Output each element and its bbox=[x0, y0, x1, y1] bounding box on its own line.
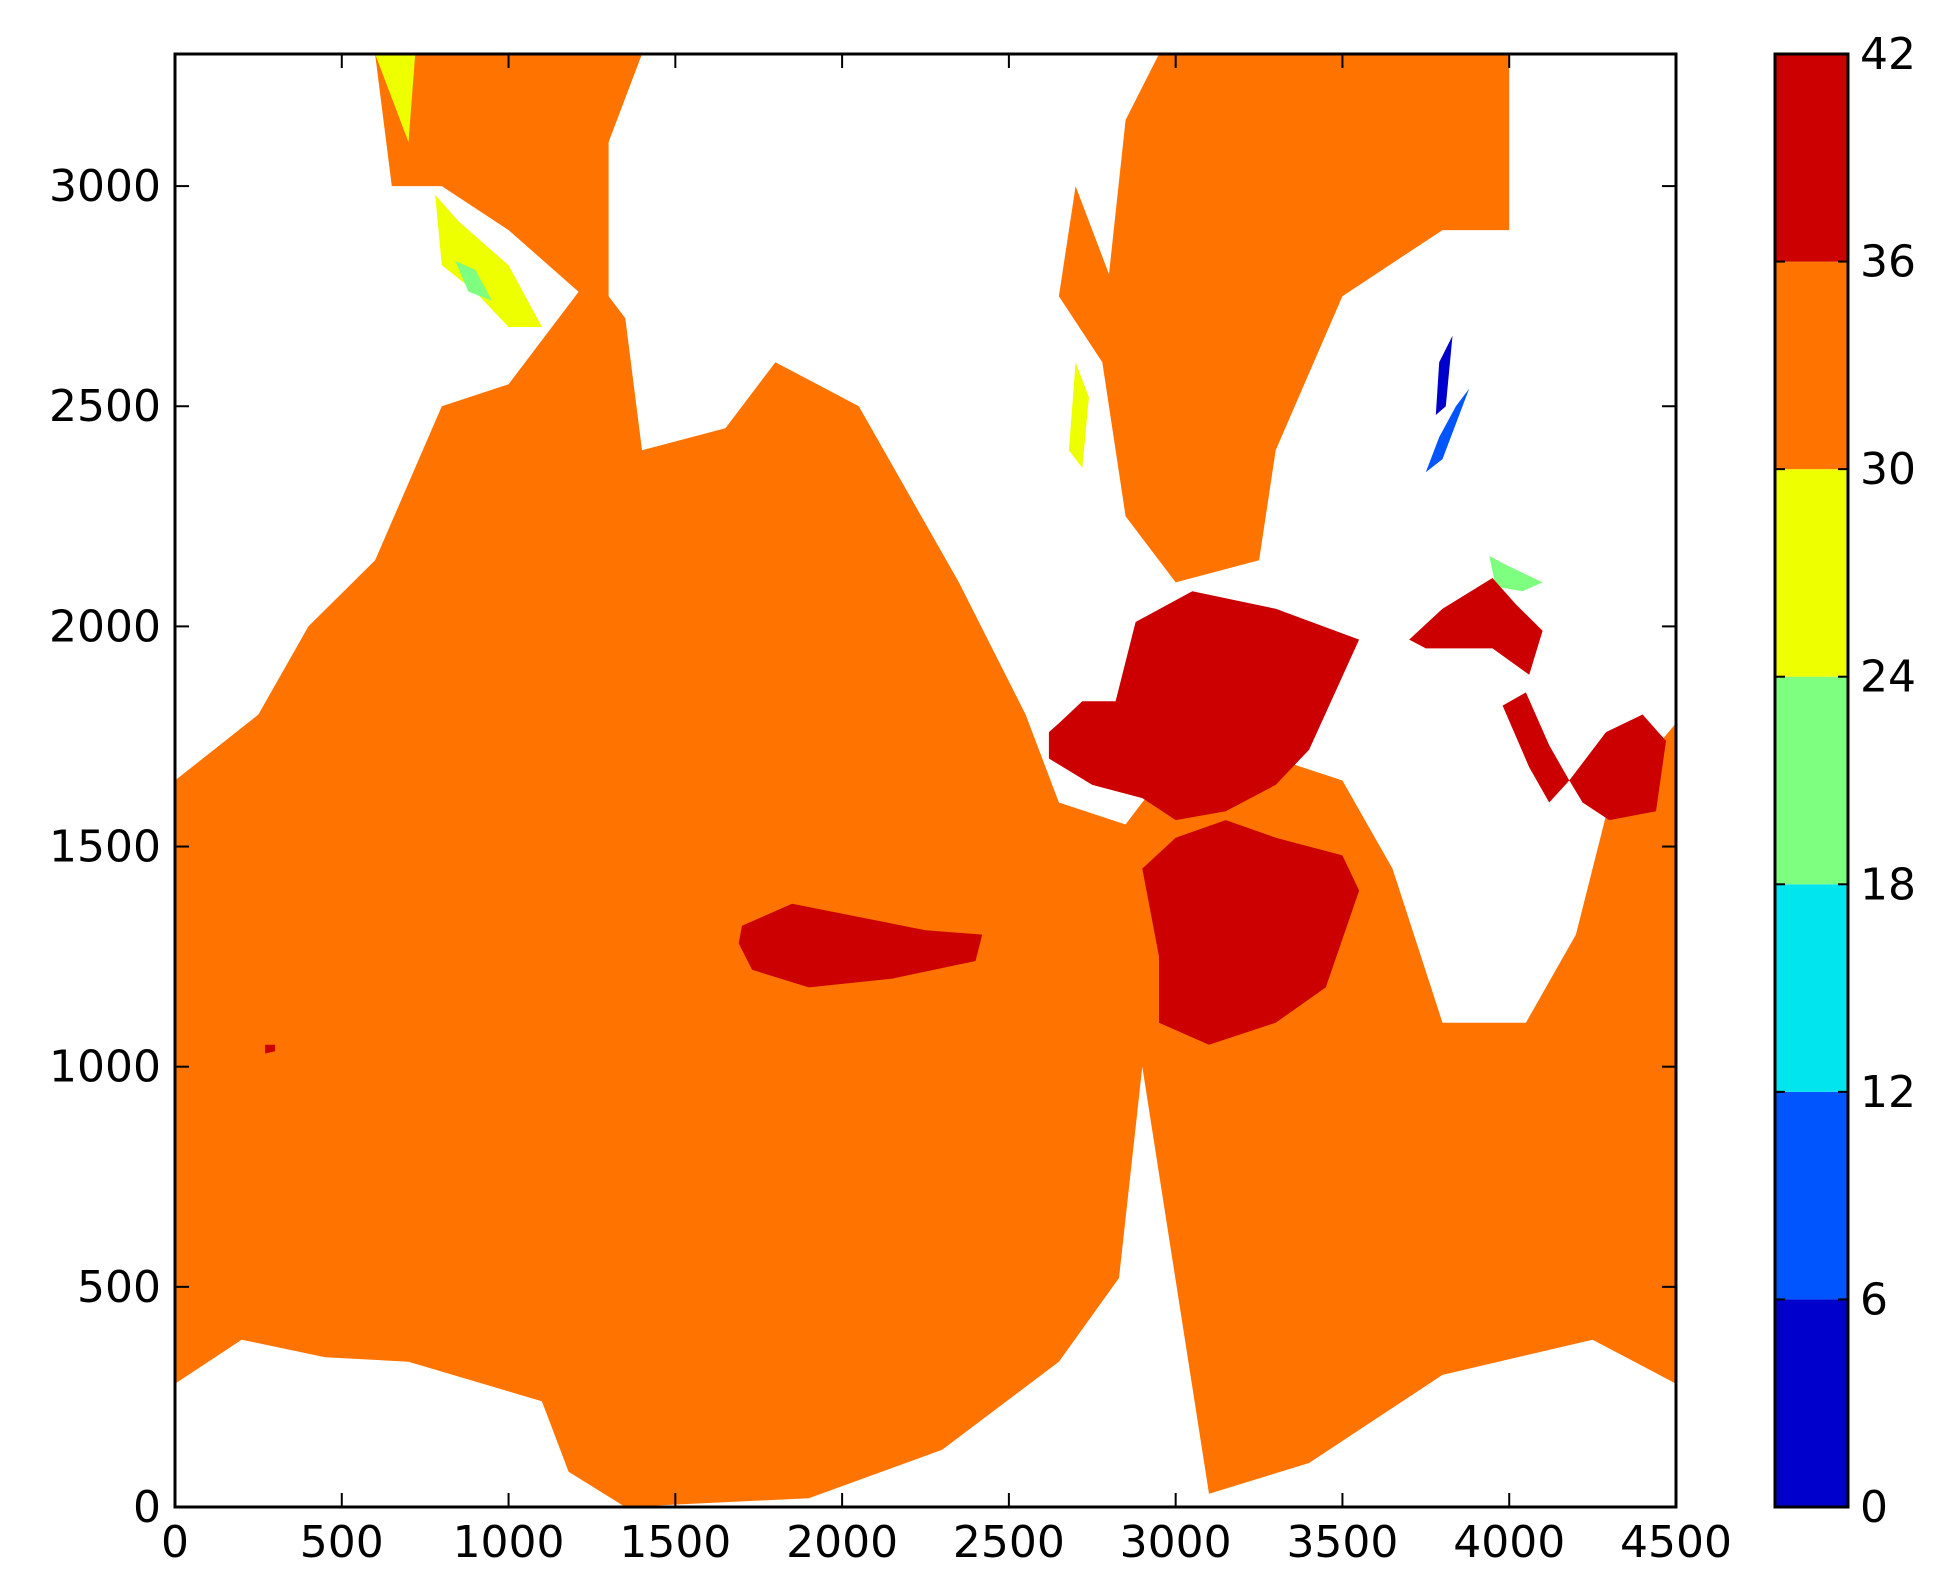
x-tick-label: 4000 bbox=[1453, 1517, 1565, 1568]
region-6-12-9 bbox=[1425, 388, 1470, 473]
y-tick-label: 1500 bbox=[49, 822, 161, 873]
plot-frame bbox=[173, 52, 1678, 1509]
x-tick-label: 500 bbox=[300, 1517, 384, 1568]
region-36-42-14 bbox=[1569, 714, 1666, 821]
colorbar-tick-label: 12 bbox=[1860, 1067, 1916, 1118]
x-tick-label: 2500 bbox=[953, 1517, 1065, 1568]
region-24-30-4 bbox=[435, 194, 542, 327]
heatmap-regions bbox=[175, 54, 1676, 1508]
colorbar-cells bbox=[1775, 54, 1848, 1507]
colorbar-tick-label: 36 bbox=[1860, 237, 1916, 288]
x-tick-label: 4500 bbox=[1620, 1517, 1732, 1568]
region-18-24-8 bbox=[1489, 555, 1543, 592]
colorbar-cell-36-42 bbox=[1775, 54, 1848, 262]
region-18-24-7 bbox=[455, 260, 492, 301]
region-36-42-16 bbox=[738, 903, 983, 988]
region-30-36-1 bbox=[375, 54, 642, 319]
plot-area: 0 500 1000 1500 2000 2500 3000 3500 4000 4500 0 50… bbox=[49, 52, 1732, 1568]
colorbar-tick-label: 18 bbox=[1860, 859, 1916, 910]
region-0-6-10 bbox=[1435, 335, 1453, 415]
x-tick-label: 0 bbox=[161, 1517, 189, 1568]
colorbar-cell-6-12 bbox=[1775, 1091, 1848, 1300]
region-36-42-13 bbox=[1502, 692, 1570, 803]
colorbar-cell-12-18 bbox=[1775, 884, 1848, 1092]
y-axis-ticks: 0 500 1000 1500 2000 2500 3000 bbox=[49, 161, 1676, 1533]
colorbar-tick-label: 30 bbox=[1860, 444, 1916, 495]
colorbar-tick-label: 0 bbox=[1860, 1482, 1888, 1533]
y-tick-label: 2000 bbox=[49, 601, 161, 652]
x-tick-label: 2000 bbox=[786, 1517, 898, 1568]
region-36-42-17 bbox=[265, 1044, 276, 1054]
colorbar-cell-30-36 bbox=[1775, 261, 1848, 470]
region-36-42-15 bbox=[1142, 820, 1360, 1045]
x-tick-label: 1000 bbox=[453, 1517, 565, 1568]
region-24-30-6 bbox=[1068, 362, 1089, 468]
region-30-36-0 bbox=[175, 274, 1676, 1508]
colorbar-cell-24-30 bbox=[1775, 469, 1848, 677]
colorbar-frame bbox=[1773, 52, 1850, 1509]
y-tick-label: 3000 bbox=[49, 161, 161, 212]
colorbar: 0 6 12 18 24 30 36 42 bbox=[1773, 29, 1916, 1533]
y-tick-label: 2500 bbox=[49, 381, 161, 432]
region-36-42-11 bbox=[1048, 591, 1360, 821]
colorbar-cell-18-24 bbox=[1775, 676, 1848, 885]
y-tick-label: 500 bbox=[77, 1262, 161, 1313]
y-tick-label: 1000 bbox=[49, 1042, 161, 1093]
y-tick-label: 0 bbox=[133, 1482, 161, 1533]
region-30-36-2 bbox=[1058, 54, 1510, 583]
region-24-30-5 bbox=[375, 54, 416, 143]
x-tick-label: 3500 bbox=[1286, 1517, 1398, 1568]
x-tick-label: 3000 bbox=[1120, 1517, 1232, 1568]
region-36-42-12 bbox=[1409, 578, 1543, 675]
colorbar-cell-0-6 bbox=[1775, 1299, 1848, 1507]
colorbar-tick-label: 42 bbox=[1860, 29, 1916, 80]
x-tick-label: 1500 bbox=[619, 1517, 731, 1568]
x-axis-ticks: 0 500 1000 1500 2000 2500 3000 3500 4000 4500 bbox=[161, 54, 1732, 1568]
colorbar-tick-label: 6 bbox=[1860, 1274, 1888, 1325]
colorbar-tick-label: 24 bbox=[1860, 652, 1916, 703]
